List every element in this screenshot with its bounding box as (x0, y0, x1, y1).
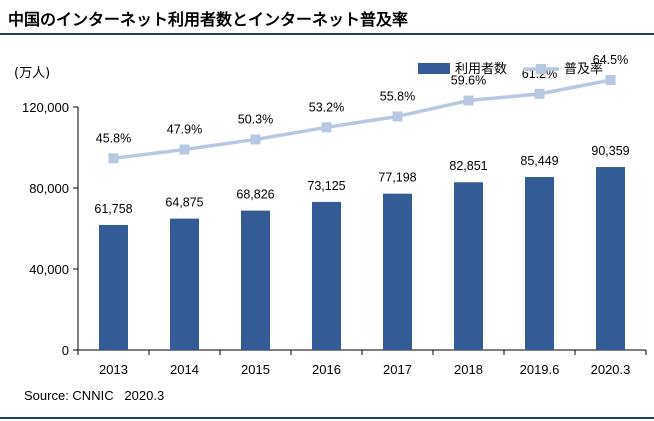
bar (525, 176, 554, 350)
line-marker (392, 111, 403, 122)
x-tick-label: 2015 (241, 362, 270, 377)
source-note: Source: CNNIC 2020.3 (24, 388, 165, 403)
line-value-label: 45.8% (96, 131, 131, 145)
bar-value-label: 68,826 (236, 188, 274, 202)
legend-bar-swatch (418, 63, 450, 74)
bar-value-label: 85,449 (520, 154, 558, 168)
title-divider (0, 33, 654, 35)
bar (99, 224, 128, 350)
line-marker (321, 122, 332, 133)
bar (312, 201, 341, 350)
y-tick-label: 0 (62, 343, 69, 358)
line-value-label: 47.9% (167, 123, 202, 137)
bar-value-label: 77,198 (378, 171, 416, 185)
bar (241, 210, 270, 350)
line-value-label: 59.6% (451, 74, 486, 88)
y-tick-label: 80,000 (29, 181, 69, 196)
y-tick-label: 40,000 (29, 262, 69, 277)
x-tick-label: 2013 (99, 362, 128, 377)
x-tick-label: 2020.3 (591, 362, 631, 377)
bar (596, 167, 625, 350)
line-marker (605, 75, 616, 86)
bar (170, 218, 199, 350)
bar (454, 182, 483, 350)
legend-line-label: 普及率 (564, 61, 603, 77)
legend-line-marker (536, 64, 546, 74)
bar-value-label: 82,851 (449, 159, 487, 173)
x-tick-label: 2014 (170, 362, 199, 377)
x-tick-label: 2018 (454, 362, 483, 377)
bar (383, 193, 412, 350)
line-marker (250, 134, 261, 145)
bar-value-label: 73,125 (307, 179, 345, 193)
x-tick-label: 2017 (383, 362, 412, 377)
line-value-label: 53.2% (309, 100, 344, 114)
x-tick-label: 2019.6 (520, 362, 560, 377)
bar-value-label: 64,875 (165, 196, 203, 210)
bar-value-label: 61,758 (94, 202, 132, 216)
line-marker (534, 88, 545, 99)
line-series (113, 78, 611, 161)
line-value-label: 64.5% (593, 53, 628, 67)
legend-bar-label: 利用者数 (455, 62, 507, 77)
y-tick-label: 120,000 (22, 100, 69, 115)
y-axis-unit-label: (万人) (14, 66, 51, 81)
line-marker (179, 144, 190, 155)
line-value-label: 50.3% (238, 112, 273, 126)
line-value-label: 55.8% (380, 89, 415, 103)
x-tick-label: 2016 (312, 362, 341, 377)
bottom-divider (0, 417, 654, 419)
line-marker (463, 95, 474, 106)
bar-value-label: 90,359 (591, 144, 629, 158)
line-marker (108, 153, 119, 164)
chart-title: 中国のインターネット利用者数とインターネット普及率 (8, 10, 409, 29)
